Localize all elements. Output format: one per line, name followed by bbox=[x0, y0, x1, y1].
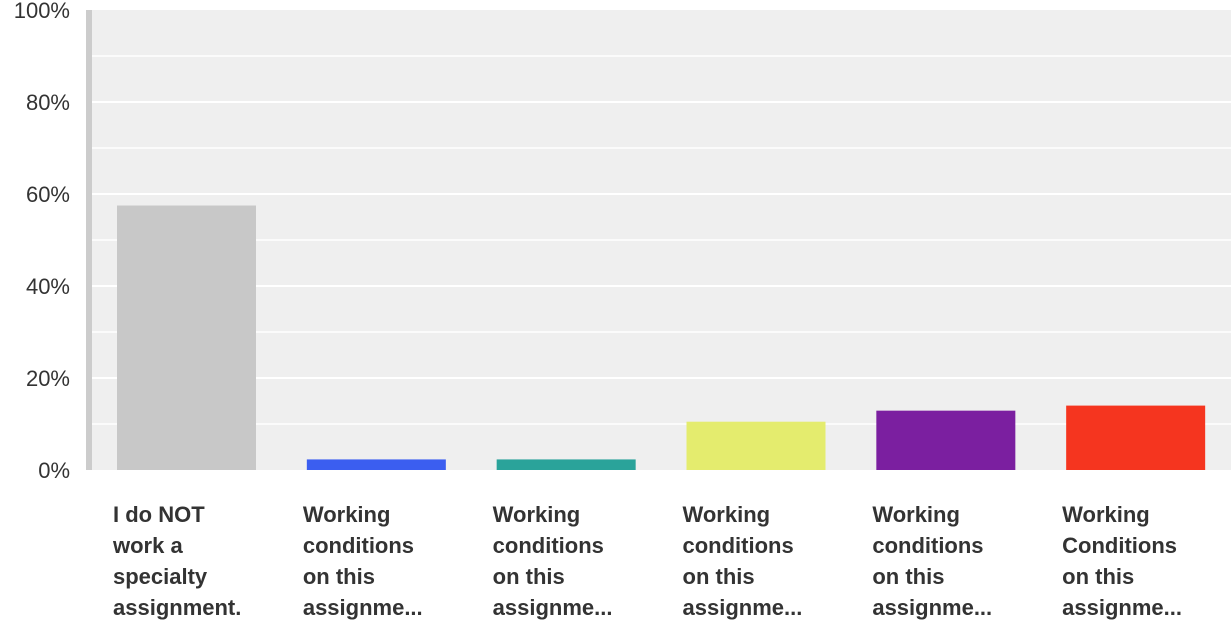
y-tick-label: 20% bbox=[26, 366, 70, 391]
category-label: I do NOT work a specialty assignment. bbox=[112, 502, 241, 620]
y-tick-label: 80% bbox=[26, 90, 70, 115]
gridlines bbox=[92, 55, 1231, 425]
bar bbox=[1066, 405, 1206, 470]
y-axis-tick-labels: 0% 20% 40% 60% 80% 100% bbox=[14, 0, 70, 483]
y-tick-label: 60% bbox=[26, 182, 70, 207]
category-label: Working Conditions on this assignme... bbox=[1062, 502, 1182, 620]
bar bbox=[306, 459, 446, 470]
y-tick-label: 40% bbox=[26, 274, 70, 299]
category-label: Working conditions on this assignme... bbox=[493, 502, 613, 620]
bar bbox=[686, 421, 826, 470]
x-axis-category-labels: I do NOT work a specialty assignment. Worki… bbox=[112, 502, 1182, 620]
bar bbox=[876, 410, 1016, 470]
y-tick-label: 100% bbox=[14, 0, 70, 23]
category-label: Working conditions on this assignme... bbox=[872, 502, 992, 620]
category-label: Working conditions on this assignme... bbox=[683, 502, 803, 620]
bars bbox=[117, 205, 1206, 470]
y-axis-line bbox=[86, 10, 92, 470]
bar bbox=[496, 459, 636, 470]
bar bbox=[117, 205, 256, 470]
category-label: Working conditions on this assignme... bbox=[303, 502, 423, 620]
y-tick-label: 0% bbox=[38, 458, 70, 483]
